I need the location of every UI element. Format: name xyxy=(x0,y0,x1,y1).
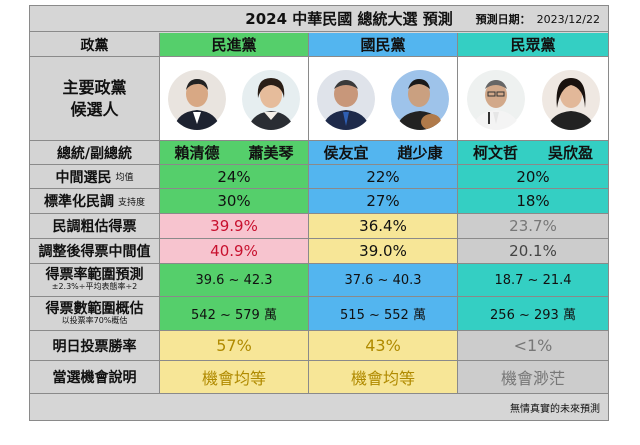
votes-estimate-row: 得票數範圍概估 以投票率70%概估 542 ~ 579 萬 515 ~ 552 … xyxy=(30,297,608,331)
kmt-candidates xyxy=(309,57,458,141)
rough-estimate-row: 民調粗估得票 39.9% 36.4% 23.7% xyxy=(30,214,608,239)
chance-label: 當選機會說明 xyxy=(30,361,160,394)
names-row-label: 總統/副總統 xyxy=(30,141,160,165)
adjusted-tpp: 20.1% xyxy=(458,239,608,264)
votes-dpp: 542 ~ 579 萬 xyxy=(160,297,309,331)
winrate-kmt: 43% xyxy=(309,331,458,361)
rough-estimate-label: 民調粗估得票 xyxy=(30,214,160,239)
page-title: 2024 中華民國 總統大選 預測 xyxy=(245,10,453,28)
candidate-photo-wu xyxy=(541,69,600,130)
median-voter-label: 中間選民 均值 xyxy=(30,165,160,189)
tpp-candidates xyxy=(458,57,608,141)
footer-note: 無情真實的未來預測 xyxy=(510,404,600,415)
party-kmt: 國民黨 xyxy=(309,33,458,57)
median-tpp: 20% xyxy=(458,165,608,189)
median-voter-row: 中間選民 均值 24% 22% 20% xyxy=(30,165,608,189)
rough-kmt: 36.4% xyxy=(309,214,458,239)
range-dpp: 39.6 ~ 42.3 xyxy=(160,264,309,297)
candidate-photo-hou xyxy=(317,69,375,130)
names-row: 總統/副總統 賴清德 蕭美琴 侯友宜 趙少康 柯文哲 吳欣盈 xyxy=(30,141,608,165)
candidate-photo-ko xyxy=(466,69,525,130)
table-footer: 無情真實的未來預測 xyxy=(30,395,608,420)
range-forecast-row: 得票率範圍預測 ±2.3%÷平均表態率÷2 39.6 ~ 42.3 37.6 ~… xyxy=(30,264,608,297)
party-tpp: 民眾黨 xyxy=(458,33,608,57)
candidate-photo-lai xyxy=(168,69,226,130)
votes-kmt: 515 ~ 552 萬 xyxy=(309,297,458,331)
candidates-row: 主要政黨 候選人 xyxy=(30,57,608,141)
name-wu: 吳欣盈 xyxy=(547,144,593,162)
adjusted-dpp: 40.9% xyxy=(160,239,309,264)
chance-dpp: 機會均等 xyxy=(160,361,309,394)
name-hsiao: 蕭美琴 xyxy=(248,144,294,162)
dpp-candidates xyxy=(160,57,309,141)
kmt-names: 侯友宜 趙少康 xyxy=(309,141,458,165)
range-kmt: 37.6 ~ 40.3 xyxy=(309,264,458,297)
votes-estimate-label: 得票數範圍概估 以投票率70%概估 xyxy=(30,297,160,331)
rough-dpp: 39.9% xyxy=(160,214,309,239)
forecast-date: 預測日期： 2023/12/22 xyxy=(475,12,600,26)
winrate-dpp: 57% xyxy=(160,331,309,361)
dpp-names: 賴清德 蕭美琴 xyxy=(160,141,309,165)
win-rate-label: 明日投票勝率 xyxy=(30,331,160,361)
party-row-label: 政黨 xyxy=(30,33,160,57)
win-rate-row: 明日投票勝率 57% 43% <1% xyxy=(30,331,608,361)
table-header: 2024 中華民國 總統大選 預測 預測日期： 2023/12/22 xyxy=(30,6,608,32)
candidates-row-label: 主要政黨 候選人 xyxy=(30,57,160,141)
standard-poll-row: 標準化民調 支持度 30% 27% 18% xyxy=(30,189,608,214)
standard-dpp: 30% xyxy=(160,189,309,214)
chance-tpp: 機會渺茫 xyxy=(458,361,608,394)
median-dpp: 24% xyxy=(160,165,309,189)
candidate-photo-chaw xyxy=(391,69,449,130)
adjusted-label: 調整後得票中間值 xyxy=(30,239,160,264)
votes-tpp: 256 ~ 293 萬 xyxy=(458,297,608,331)
forecast-table: 2024 中華民國 總統大選 預測 預測日期： 2023/12/22 政黨 民進黨… xyxy=(29,5,609,421)
name-lai: 賴清德 xyxy=(174,144,220,162)
standard-tpp: 18% xyxy=(458,189,608,214)
rough-tpp: 23.7% xyxy=(458,214,608,239)
party-row: 政黨 民進黨 國民黨 民眾黨 xyxy=(30,33,608,57)
name-hou: 侯友宜 xyxy=(323,144,369,162)
winrate-tpp: <1% xyxy=(458,331,608,361)
median-kmt: 22% xyxy=(309,165,458,189)
range-forecast-label: 得票率範圍預測 ±2.3%÷平均表態率÷2 xyxy=(30,264,160,297)
standard-poll-label: 標準化民調 支持度 xyxy=(30,189,160,214)
name-ko: 柯文哲 xyxy=(472,144,518,162)
candidate-photo-hsiao xyxy=(242,69,300,130)
chance-row: 當選機會說明 機會均等 機會均等 機會渺茫 xyxy=(30,361,608,394)
standard-kmt: 27% xyxy=(309,189,458,214)
tpp-names: 柯文哲 吳欣盈 xyxy=(458,141,608,165)
party-dpp: 民進黨 xyxy=(160,33,309,57)
range-tpp: 18.7 ~ 21.4 xyxy=(458,264,608,297)
name-chaw: 趙少康 xyxy=(397,144,443,162)
adjusted-kmt: 39.0% xyxy=(309,239,458,264)
adjusted-row: 調整後得票中間值 40.9% 39.0% 20.1% xyxy=(30,239,608,264)
chance-kmt: 機會均等 xyxy=(309,361,458,394)
